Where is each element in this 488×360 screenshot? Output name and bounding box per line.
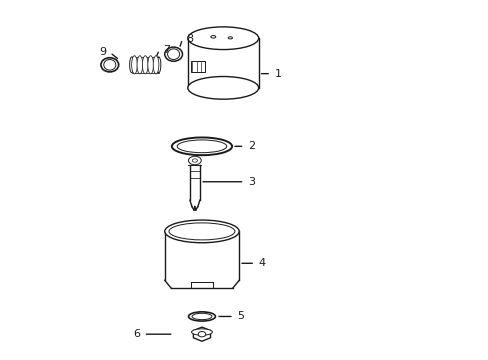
Text: 3: 3 bbox=[247, 177, 255, 187]
Text: 5: 5 bbox=[237, 311, 244, 321]
Text: 7: 7 bbox=[163, 45, 170, 55]
Ellipse shape bbox=[156, 57, 161, 73]
Ellipse shape bbox=[192, 159, 197, 162]
Text: 1: 1 bbox=[274, 69, 281, 79]
Ellipse shape bbox=[171, 138, 232, 155]
Ellipse shape bbox=[164, 47, 182, 61]
Ellipse shape bbox=[164, 220, 239, 243]
Ellipse shape bbox=[153, 56, 159, 74]
Ellipse shape bbox=[142, 56, 148, 74]
Ellipse shape bbox=[210, 36, 215, 38]
Ellipse shape bbox=[191, 329, 212, 335]
Ellipse shape bbox=[169, 223, 234, 240]
Ellipse shape bbox=[101, 58, 119, 72]
Ellipse shape bbox=[177, 140, 226, 153]
Text: 6: 6 bbox=[133, 329, 140, 339]
Ellipse shape bbox=[228, 37, 232, 39]
Ellipse shape bbox=[137, 56, 142, 74]
Ellipse shape bbox=[188, 312, 215, 321]
Ellipse shape bbox=[129, 57, 134, 73]
Text: 8: 8 bbox=[185, 34, 193, 44]
Ellipse shape bbox=[188, 156, 201, 165]
Text: 9: 9 bbox=[99, 48, 106, 57]
Bar bbox=[190, 60, 204, 72]
Ellipse shape bbox=[103, 59, 116, 70]
Ellipse shape bbox=[167, 49, 179, 59]
Ellipse shape bbox=[147, 56, 153, 74]
Ellipse shape bbox=[187, 77, 258, 99]
Ellipse shape bbox=[198, 332, 205, 337]
Ellipse shape bbox=[187, 27, 258, 50]
Ellipse shape bbox=[192, 313, 211, 320]
Text: 2: 2 bbox=[247, 141, 255, 151]
Text: 4: 4 bbox=[258, 258, 265, 268]
Ellipse shape bbox=[131, 56, 137, 74]
